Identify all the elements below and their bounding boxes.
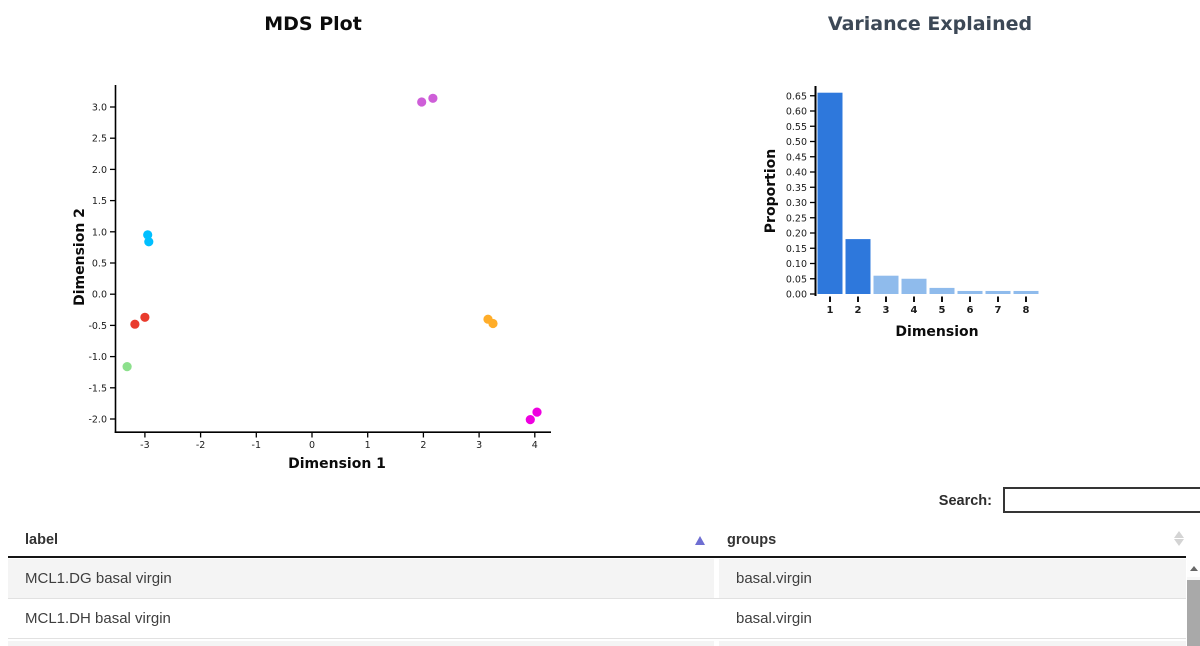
mds-y-tick-label: 0.5 xyxy=(92,259,107,270)
mds-x-axis-title: Dimension 1 xyxy=(288,456,386,472)
sort-unsorted-icon[interactable] xyxy=(1174,531,1184,546)
mds-y-tick-label: -1.5 xyxy=(88,383,107,394)
table-header: label groups xyxy=(8,520,1186,558)
mds-point-orange[interactable] xyxy=(488,318,498,329)
variance-bar-4[interactable] xyxy=(901,278,927,294)
mds-point-orchid[interactable] xyxy=(428,93,438,103)
table-row[interactable]: MCL1.DH basal virgin basal.virgin xyxy=(8,599,1186,639)
mds-y-tick-label: 1.0 xyxy=(92,227,107,238)
variance-bar-8[interactable] xyxy=(1013,290,1039,294)
mds-y-tick-label: 2.0 xyxy=(92,165,107,176)
variance-x-tick-label: 7 xyxy=(995,305,1002,316)
sort-ascending-icon[interactable] xyxy=(695,536,705,545)
variance-y-tick-label: 0.60 xyxy=(786,107,807,118)
cell-label xyxy=(8,641,714,646)
table-row-partial[interactable] xyxy=(8,641,1186,646)
variance-y-tick-label: 0.55 xyxy=(786,122,807,133)
variance-x-tick-label: 1 xyxy=(827,305,834,316)
variance-y-tick-label: 0.05 xyxy=(786,274,807,285)
mds-y-tick-label: 1.5 xyxy=(92,196,107,207)
mds-y-tick-label: 2.5 xyxy=(92,134,107,145)
mds-point-lightgreen[interactable] xyxy=(122,362,132,372)
variance-y-tick-label: 0.00 xyxy=(786,290,807,301)
sort-down-arrow-icon xyxy=(1174,539,1184,546)
cell-groups xyxy=(719,641,1186,646)
variance-bar-5[interactable] xyxy=(929,287,955,294)
table-scrollbar[interactable] xyxy=(1187,560,1200,646)
column-header-label[interactable]: label xyxy=(25,532,59,548)
variance-y-axis-title: Proportion xyxy=(763,148,779,234)
variance-y-tick-label: 0.10 xyxy=(786,259,807,270)
cell-groups: basal.virgin xyxy=(719,559,1186,598)
variance-y-tick-label: 0.15 xyxy=(786,244,807,255)
mds-y-tick-label: 0.0 xyxy=(92,290,107,301)
variance-bar-3[interactable] xyxy=(873,275,899,294)
mds-y-tick-label: -2.0 xyxy=(88,415,107,426)
variance-y-tick-label: 0.20 xyxy=(786,229,807,240)
cell-label: MCL1.DH basal virgin xyxy=(8,599,714,638)
mds-y-tick-label: -1.0 xyxy=(88,352,107,363)
mds-x-tick-label: -2 xyxy=(196,440,205,451)
mds-x-tick-label: -3 xyxy=(140,440,149,451)
variance-explained-title: Variance Explained xyxy=(827,13,1033,35)
variance-x-tick-label: 6 xyxy=(967,305,974,316)
mds-x-tick-label: 2 xyxy=(420,440,426,451)
mds-plot-area: -3 -2 -1 0 1 2 3 4 3.0 2.5 2.0 1.5 1.0 0.5 0.0 -0.5 -1.0… xyxy=(88,85,551,451)
mds-point-red[interactable] xyxy=(140,312,150,322)
table-row[interactable]: MCL1.DG basal virgin basal.virgin xyxy=(8,559,1186,599)
mds-point-red[interactable] xyxy=(130,319,140,329)
variance-bar-2[interactable] xyxy=(845,239,871,294)
variance-y-tick-label: 0.40 xyxy=(786,168,807,179)
variance-plot-area: 0.00 0.05 0.10 0.15 0.20 0.25 0.30 0.35 0.40 0.45… xyxy=(786,86,1039,316)
variance-x-axis-title: Dimension xyxy=(895,324,979,340)
mds-y-tick-label: 3.0 xyxy=(92,103,107,114)
variance-x-tick-label: 5 xyxy=(939,305,946,316)
variance-x-tick-label: 8 xyxy=(1023,305,1030,316)
variance-x-tick-label: 3 xyxy=(883,305,890,316)
mds-x-tick-label: -1 xyxy=(252,440,261,451)
variance-y-tick-label: 0.35 xyxy=(786,183,807,194)
mds-y-tick-label: -0.5 xyxy=(88,321,107,332)
scrollbar-up-button[interactable] xyxy=(1187,560,1200,577)
scroll-up-icon xyxy=(1189,566,1198,571)
variance-x-tick-label: 4 xyxy=(911,305,918,316)
variance-bar-1[interactable] xyxy=(817,92,843,294)
mds-x-tick-label: 4 xyxy=(532,440,538,451)
table-body: MCL1.DG basal virgin basal.virgin MCL1.DH … xyxy=(8,559,1186,639)
variance-y-tick-label: 0.30 xyxy=(786,198,807,209)
mds-plot-title: MDS Plot xyxy=(264,13,362,35)
mds-x-tick-label: 3 xyxy=(476,440,482,451)
search-input[interactable] xyxy=(1003,487,1200,513)
cell-label: MCL1.DG basal virgin xyxy=(8,559,714,598)
variance-bar-6[interactable] xyxy=(957,290,983,294)
mds-point-magenta[interactable] xyxy=(525,415,535,425)
mds-point-magenta[interactable] xyxy=(532,407,542,417)
mds-point-orchid[interactable] xyxy=(417,97,427,107)
mds-point-skyblue[interactable] xyxy=(144,237,154,247)
search-label: Search: xyxy=(938,493,992,509)
variance-y-tick-label: 0.45 xyxy=(786,152,807,163)
sort-up-arrow-icon xyxy=(1174,531,1184,538)
scrollbar-thumb[interactable] xyxy=(1187,580,1200,646)
variance-x-tick-label: 2 xyxy=(855,305,862,316)
cell-groups: basal.virgin xyxy=(719,599,1186,638)
variance-y-tick-label: 0.65 xyxy=(786,91,807,102)
variance-y-tick-label: 0.25 xyxy=(786,213,807,224)
variance-y-tick-label: 0.50 xyxy=(786,137,807,148)
mds-y-axis-title: Dimension 2 xyxy=(72,208,88,306)
column-header-groups[interactable]: groups xyxy=(727,532,777,548)
variance-bar-7[interactable] xyxy=(985,290,1011,294)
mds-x-tick-label: 1 xyxy=(365,440,371,451)
mds-point-skyblue[interactable] xyxy=(143,230,153,240)
mds-x-tick-label: 0 xyxy=(309,440,315,451)
